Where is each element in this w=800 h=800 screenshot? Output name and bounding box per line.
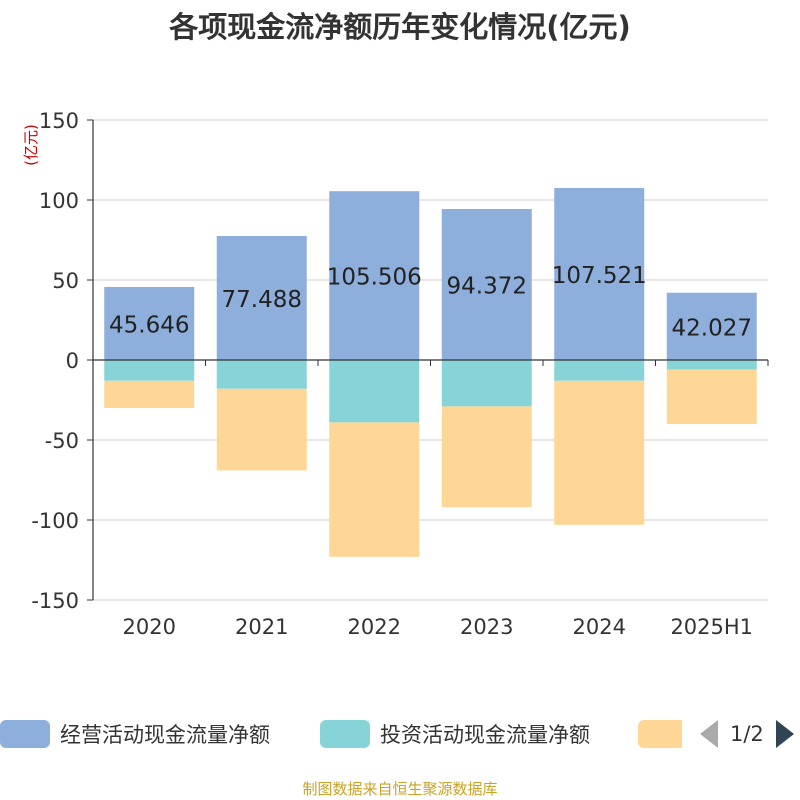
chart-title: 各项现金流净额历年变化情况(亿元) <box>169 10 631 44</box>
legend-item-financing[interactable] <box>638 718 692 750</box>
x-tick-label: 2023 <box>460 615 513 639</box>
legend-swatch-investing <box>320 720 370 748</box>
grid-lines <box>93 119 768 601</box>
y-tick-label: 150 <box>39 109 79 133</box>
bar-investing <box>104 360 195 381</box>
legend-item-operating[interactable]: 经营活动现金流量净额 <box>0 718 270 750</box>
bar-operating <box>329 191 420 360</box>
bar-operating <box>554 187 645 360</box>
x-tick-label: 2022 <box>348 615 401 639</box>
bar-financing <box>216 388 307 471</box>
x-tick-label: 2024 <box>573 615 626 639</box>
legend-pager: 1/2 <box>700 718 794 750</box>
legend-label-operating: 经营活动现金流量净额 <box>60 723 270 747</box>
legend-label-investing: 投资活动现金流量净额 <box>380 723 590 747</box>
y-tick-label: 0 <box>66 349 79 373</box>
bar-financing <box>104 380 195 408</box>
bar-investing <box>329 360 420 423</box>
y-tick-label: -100 <box>31 509 79 533</box>
chart-plot: 150 100 50 0 -50 -100 -150 2020 2021 2022 2023 2024… <box>22 109 769 639</box>
bar-operating <box>666 292 757 360</box>
data-label: 105.506 <box>327 265 422 291</box>
y-tick-label: 100 <box>39 189 79 213</box>
bar-financing <box>666 369 757 424</box>
bar-operating <box>441 209 532 360</box>
x-tick-label: 2025H1 <box>670 615 753 639</box>
x-tick-label: 2021 <box>235 615 288 639</box>
pager-next-icon[interactable] <box>775 720 794 748</box>
data-label: 42.027 <box>672 315 752 341</box>
bar-investing <box>441 360 532 407</box>
legend-swatch-operating <box>0 720 50 748</box>
data-label: 107.521 <box>552 263 647 289</box>
data-label: 94.372 <box>447 274 527 300</box>
bar-operating <box>104 286 195 360</box>
pager-prev-icon[interactable] <box>700 720 718 748</box>
data-label: 77.488 <box>222 287 302 313</box>
bar-investing <box>216 360 307 389</box>
y-tick-label: 50 <box>52 269 79 293</box>
y-axis-unit-label: (亿元) <box>22 124 40 166</box>
data-label: 45.646 <box>109 312 189 338</box>
bar-investing <box>554 360 645 381</box>
source-note: 制图数据来自恒生聚源数据库 <box>302 780 498 798</box>
legend-swatch-financing <box>638 720 682 748</box>
legend: 经营活动现金流量净额 投资活动现金流量净额 1/2 <box>0 712 800 756</box>
bar-financing <box>554 380 645 525</box>
bar-operating <box>216 236 307 360</box>
y-tick-label: -50 <box>45 429 79 453</box>
bar-financing <box>329 422 420 557</box>
bar-financing <box>441 406 532 508</box>
x-tick-label: 2020 <box>123 615 176 639</box>
data-labels: 45.646 77.488 105.506 94.372 107.521 42.027 <box>109 263 752 341</box>
bar-investing <box>666 360 757 370</box>
bars <box>104 187 757 557</box>
axes: 150 100 50 0 -50 -100 -150 2020 2021 2022 2023 2024… <box>22 109 769 639</box>
y-tick-label: -150 <box>31 589 79 613</box>
pager-text: 1/2 <box>730 722 764 746</box>
legend-item-investing[interactable]: 投资活动现金流量净额 <box>320 718 590 750</box>
